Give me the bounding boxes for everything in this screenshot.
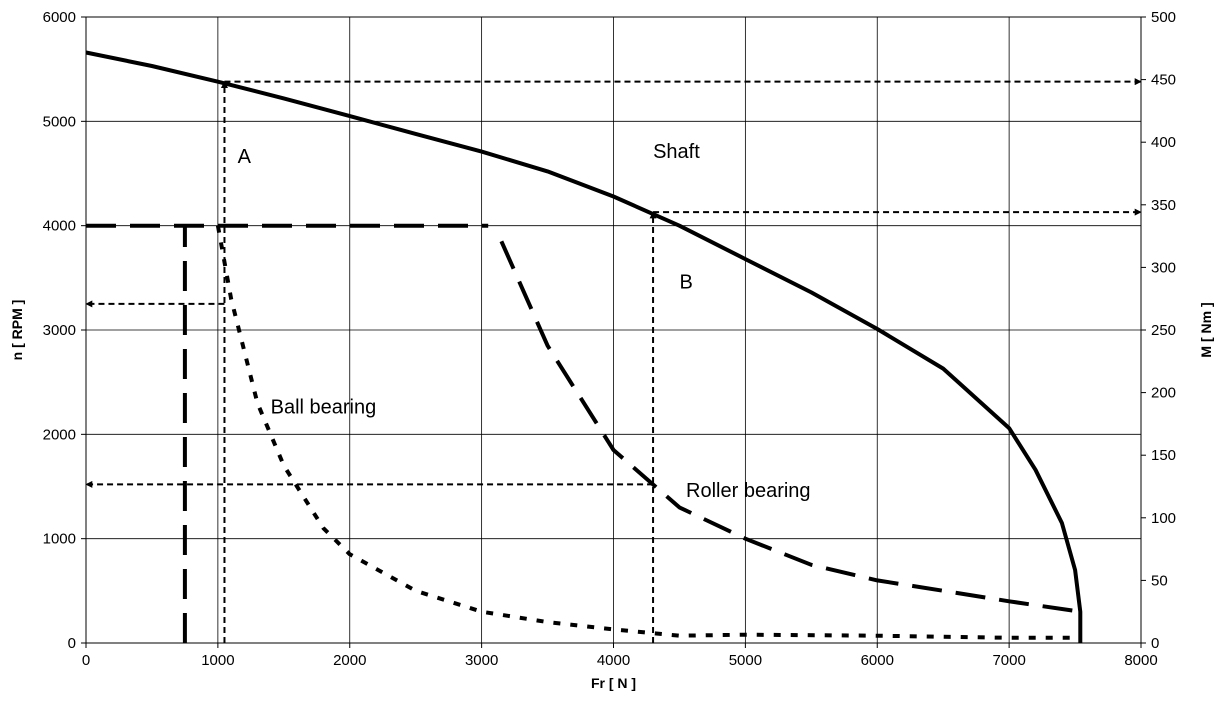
series-roller-bearing (499, 240, 1081, 614)
annotation-roller-bearing: Roller bearing (686, 480, 811, 502)
y-tick-label: 3000 (43, 322, 76, 339)
construction-arrows (85, 78, 1142, 643)
series-shaft (85, 50, 1083, 643)
y2-tick-label: 250 (1151, 322, 1176, 339)
grid (85, 16, 1142, 644)
y2-tick-label: 100 (1151, 510, 1176, 527)
y-tick-label: 5000 (43, 113, 76, 130)
x-axis-label: Fr [ N ] (591, 675, 636, 691)
y2-tick-label: 200 (1151, 385, 1176, 402)
y-tick-label: 0 (68, 635, 76, 652)
y-tick-labels: 0 1000 2000 3000 4000 5000 6000 (43, 9, 86, 652)
x-tick-label: 2000 (333, 652, 366, 669)
y2-tick-label: 400 (1151, 134, 1176, 151)
x-tick-label: 1000 (201, 652, 234, 669)
y-axis-label: n [ RPM ] (9, 300, 25, 361)
annotations: Shaft A B Ball bearing Roller bearing (238, 141, 811, 502)
y2-tick-labels: 0 50 100 150 200 250 300 350 400 450 500 (1141, 9, 1176, 652)
y2-tick-label: 300 (1151, 259, 1176, 276)
annotation-b: B (679, 271, 692, 293)
x-tick-label: 7000 (992, 652, 1025, 669)
y2-tick-label: 500 (1151, 9, 1176, 26)
x-tick-labels: 0 1000 2000 3000 4000 5000 6000 7000 8000 (82, 643, 1158, 669)
x-tick-label: 6000 (861, 652, 894, 669)
x-tick-label: 5000 (729, 652, 762, 669)
y2-tick-label: 150 (1151, 447, 1176, 464)
y2-axis-label: M [ Nm ] (1198, 302, 1214, 357)
x-tick-label: 3000 (465, 652, 498, 669)
y2-tick-label: 350 (1151, 197, 1176, 214)
y2-tick-label: 450 (1151, 72, 1176, 89)
y2-tick-label: 50 (1151, 572, 1168, 589)
x-tick-label: 8000 (1124, 652, 1157, 669)
x-tick-label: 0 (82, 652, 90, 669)
series-ball-bearing (215, 225, 1081, 640)
x-tick-label: 4000 (597, 652, 630, 669)
annotation-ball-bearing: Ball bearing (271, 396, 377, 418)
annotation-a: A (238, 146, 252, 168)
y-tick-label: 4000 (43, 218, 76, 235)
y-tick-label: 6000 (43, 9, 76, 26)
y-tick-label: 1000 (43, 531, 76, 548)
annotation-shaft: Shaft (653, 141, 700, 163)
y-tick-label: 2000 (43, 426, 76, 443)
series-lines (85, 50, 1083, 643)
y2-tick-label: 0 (1151, 635, 1159, 652)
